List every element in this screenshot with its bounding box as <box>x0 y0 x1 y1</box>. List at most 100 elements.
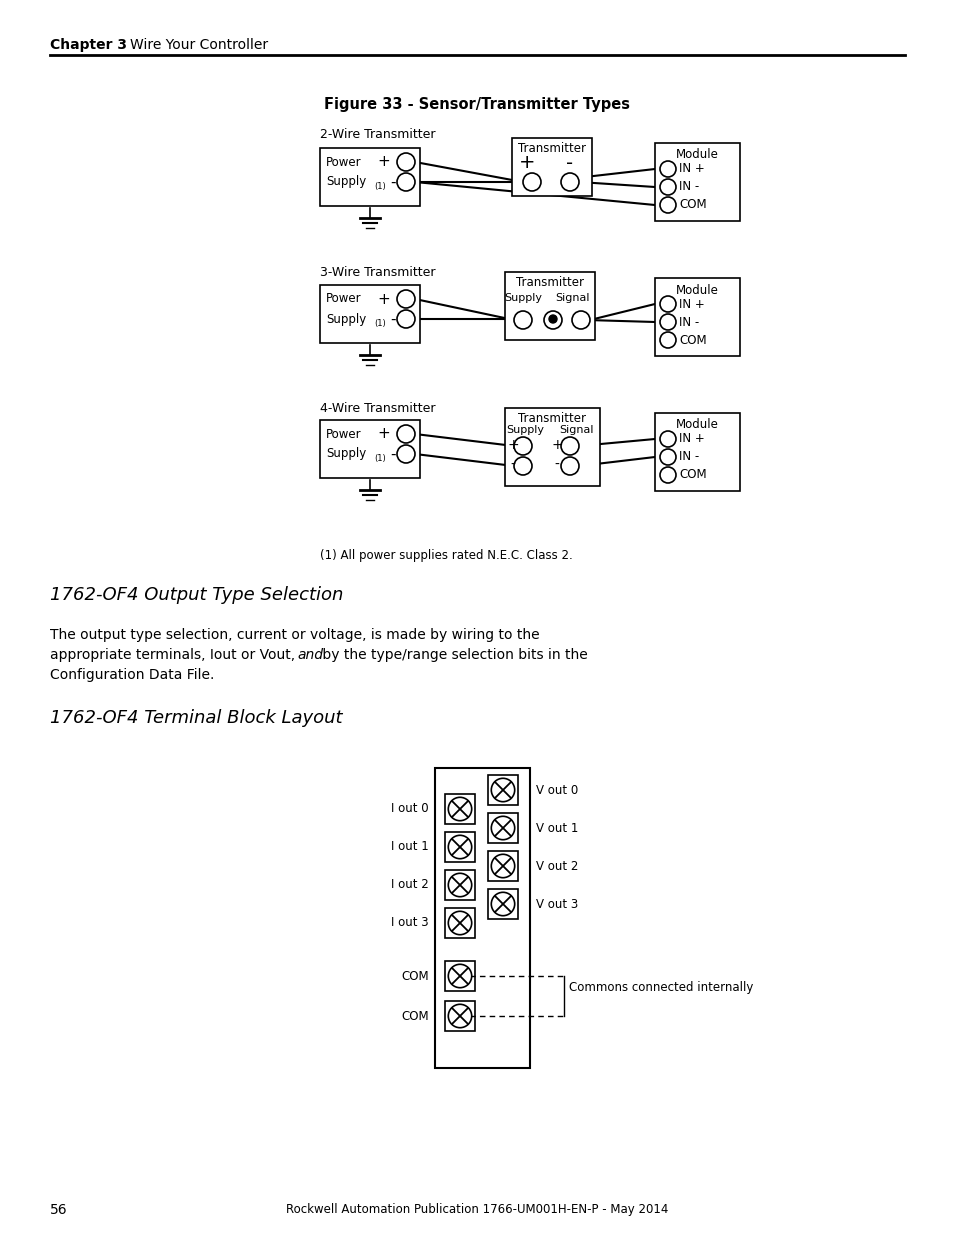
Circle shape <box>448 835 471 858</box>
Text: Module: Module <box>676 148 719 162</box>
Text: COM: COM <box>401 969 429 983</box>
Text: IN -: IN - <box>679 451 699 463</box>
Circle shape <box>491 855 515 878</box>
Text: +: + <box>518 153 535 173</box>
Text: Supply: Supply <box>503 293 541 303</box>
Circle shape <box>396 425 415 443</box>
Bar <box>488 776 517 805</box>
Bar <box>655 412 740 492</box>
Text: Power: Power <box>326 156 361 168</box>
Bar <box>319 285 419 343</box>
Circle shape <box>514 311 532 329</box>
Text: Signal: Signal <box>556 293 590 303</box>
Text: V out 1: V out 1 <box>536 821 578 835</box>
Text: Supply: Supply <box>326 312 366 326</box>
Bar <box>488 889 517 919</box>
Text: Wire Your Controller: Wire Your Controller <box>130 38 268 52</box>
Circle shape <box>659 296 676 312</box>
Circle shape <box>659 161 676 177</box>
Bar <box>504 272 595 340</box>
Circle shape <box>659 467 676 483</box>
Bar <box>444 869 475 900</box>
Text: 2-Wire Transmitter: 2-Wire Transmitter <box>319 128 435 142</box>
Text: -: - <box>390 447 395 462</box>
Bar <box>435 768 530 1068</box>
Text: appropriate terminals, Iout or Vout,: appropriate terminals, Iout or Vout, <box>50 648 299 662</box>
Text: IN -: IN - <box>679 180 699 194</box>
Bar <box>655 278 740 356</box>
Circle shape <box>659 431 676 447</box>
Text: (1): (1) <box>374 319 385 329</box>
Text: COM: COM <box>679 468 706 482</box>
Text: Figure 33 - Sensor/Transmitter Types: Figure 33 - Sensor/Transmitter Types <box>324 98 629 112</box>
Bar <box>504 408 599 487</box>
Text: I out 0: I out 0 <box>391 803 429 815</box>
Text: I out 3: I out 3 <box>391 916 429 930</box>
Bar <box>512 138 592 196</box>
Text: 1762-OF4 Output Type Selection: 1762-OF4 Output Type Selection <box>50 585 343 604</box>
Text: IN +: IN + <box>679 298 704 310</box>
Circle shape <box>560 457 578 475</box>
Text: The output type selection, current or voltage, is made by wiring to the: The output type selection, current or vo… <box>50 629 539 642</box>
Text: +: + <box>376 426 390 441</box>
Text: Supply: Supply <box>326 175 366 189</box>
Text: COM: COM <box>679 333 706 347</box>
Circle shape <box>572 311 589 329</box>
Text: Supply: Supply <box>505 425 543 435</box>
Text: Signal: Signal <box>559 425 594 435</box>
Text: Transmitter: Transmitter <box>516 277 583 289</box>
Text: (1): (1) <box>374 182 385 191</box>
Circle shape <box>659 314 676 330</box>
Text: Module: Module <box>676 284 719 296</box>
Circle shape <box>514 437 532 454</box>
Circle shape <box>396 290 415 308</box>
Text: Power: Power <box>326 293 361 305</box>
Text: and: and <box>296 648 323 662</box>
Text: Module: Module <box>676 419 719 431</box>
Text: Chapter 3: Chapter 3 <box>50 38 127 52</box>
Text: 1762-OF4 Terminal Block Layout: 1762-OF4 Terminal Block Layout <box>50 709 342 727</box>
Circle shape <box>448 873 471 897</box>
Text: Transmitter: Transmitter <box>517 142 585 154</box>
Text: Configuration Data File.: Configuration Data File. <box>50 668 214 682</box>
Text: IN +: IN + <box>679 432 704 446</box>
Text: +: + <box>376 291 390 306</box>
Text: COM: COM <box>401 1009 429 1023</box>
Text: 4-Wire Transmitter: 4-Wire Transmitter <box>319 401 435 415</box>
Bar <box>319 420 419 478</box>
Text: V out 3: V out 3 <box>536 898 578 910</box>
Text: V out 2: V out 2 <box>536 860 578 872</box>
Text: (1): (1) <box>374 454 385 463</box>
Text: +: + <box>376 154 390 169</box>
Circle shape <box>659 179 676 195</box>
Circle shape <box>560 173 578 191</box>
Text: by the type/range selection bits in the: by the type/range selection bits in the <box>317 648 587 662</box>
Text: -: - <box>510 458 515 472</box>
Circle shape <box>396 153 415 170</box>
Text: -: - <box>390 311 395 326</box>
Circle shape <box>448 911 471 935</box>
Bar <box>655 143 740 221</box>
Circle shape <box>491 816 515 840</box>
Circle shape <box>514 457 532 475</box>
Bar <box>444 908 475 939</box>
Text: -: - <box>390 174 395 189</box>
Text: Power: Power <box>326 427 361 441</box>
Circle shape <box>448 798 471 821</box>
Circle shape <box>659 450 676 466</box>
Circle shape <box>543 311 561 329</box>
Bar <box>444 794 475 824</box>
Bar <box>444 1002 475 1031</box>
Text: Supply: Supply <box>326 447 366 461</box>
Circle shape <box>491 893 515 915</box>
Circle shape <box>659 332 676 348</box>
Circle shape <box>396 445 415 463</box>
Circle shape <box>448 1004 471 1028</box>
Text: -: - <box>566 153 573 173</box>
Text: IN -: IN - <box>679 315 699 329</box>
Circle shape <box>491 778 515 802</box>
Text: COM: COM <box>679 199 706 211</box>
Text: IN +: IN + <box>679 163 704 175</box>
Text: +: + <box>551 438 562 452</box>
Circle shape <box>396 310 415 329</box>
